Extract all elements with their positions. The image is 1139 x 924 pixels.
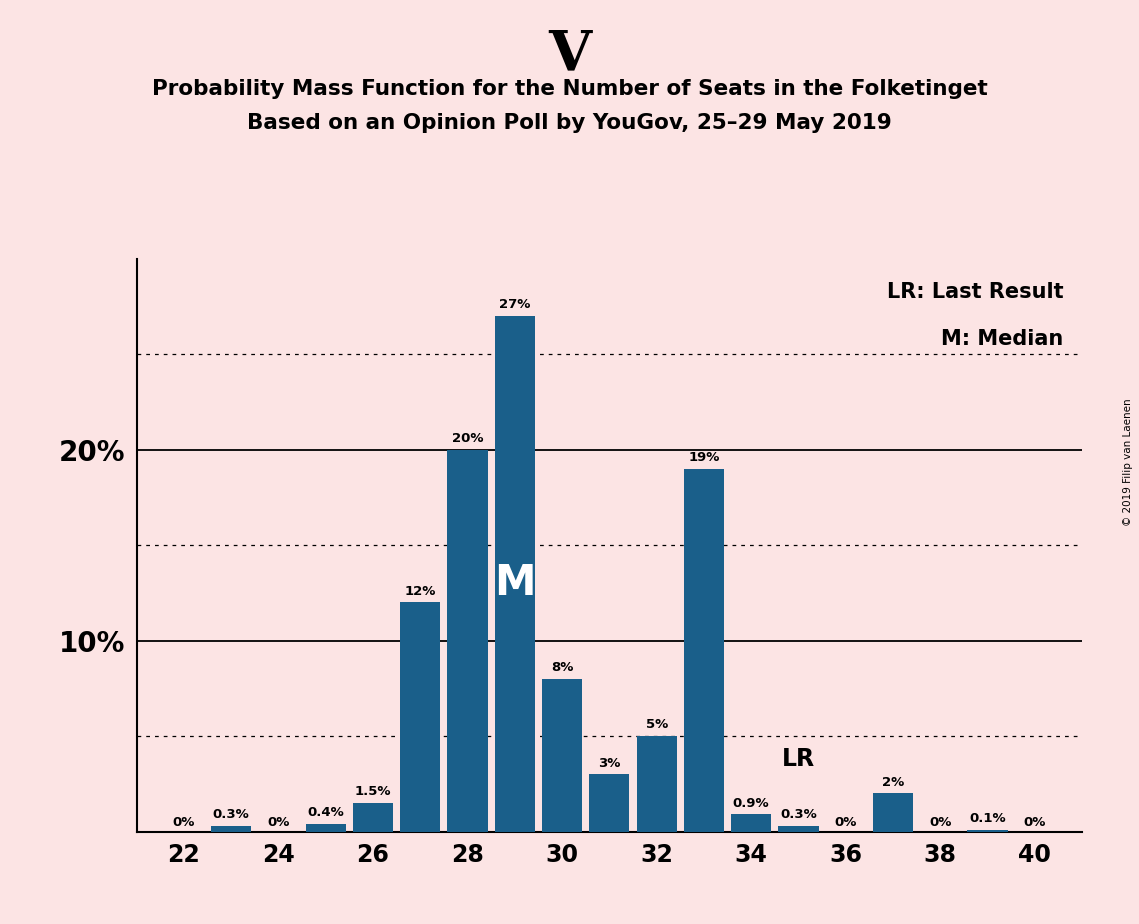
Bar (542, 679, 582, 832)
Text: 0%: 0% (268, 816, 289, 829)
Text: 0%: 0% (1024, 816, 1046, 829)
Bar (778, 826, 819, 832)
Text: 0.3%: 0.3% (780, 808, 817, 821)
Bar (589, 774, 630, 832)
Text: 0%: 0% (835, 816, 857, 829)
Text: 1.5%: 1.5% (354, 785, 392, 798)
Bar (683, 468, 724, 832)
Bar (353, 803, 393, 832)
Bar (400, 602, 441, 832)
Text: 2%: 2% (882, 775, 904, 788)
Text: 27%: 27% (499, 298, 531, 311)
Text: 0%: 0% (173, 816, 195, 829)
Text: 3%: 3% (598, 757, 621, 770)
Text: Based on an Opinion Poll by YouGov, 25–29 May 2019: Based on an Opinion Poll by YouGov, 25–2… (247, 113, 892, 133)
Text: © 2019 Filip van Laenen: © 2019 Filip van Laenen (1123, 398, 1133, 526)
Text: 0%: 0% (929, 816, 951, 829)
Text: 19%: 19% (688, 451, 720, 464)
Text: M: Median: M: Median (941, 329, 1063, 349)
Text: 0.3%: 0.3% (213, 808, 249, 821)
Text: Probability Mass Function for the Number of Seats in the Folketinget: Probability Mass Function for the Number… (151, 79, 988, 99)
Bar (494, 316, 535, 832)
Bar (967, 830, 1008, 832)
Bar (211, 826, 252, 832)
Text: 8%: 8% (551, 661, 573, 675)
Bar (637, 736, 677, 832)
Text: 0.1%: 0.1% (969, 812, 1006, 825)
Text: V: V (548, 28, 591, 83)
Text: M: M (494, 563, 535, 604)
Text: 0.9%: 0.9% (732, 796, 770, 809)
Text: 5%: 5% (646, 718, 667, 732)
Bar (731, 814, 771, 832)
Text: 12%: 12% (404, 585, 436, 598)
Text: LR: Last Result: LR: Last Result (886, 282, 1063, 301)
Bar (305, 824, 346, 832)
Bar (872, 794, 913, 832)
Text: 20%: 20% (452, 432, 483, 444)
Text: 0.4%: 0.4% (308, 806, 344, 820)
Bar (448, 450, 487, 832)
Text: LR: LR (781, 747, 816, 771)
